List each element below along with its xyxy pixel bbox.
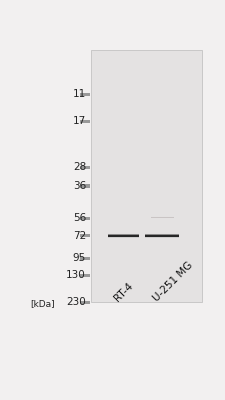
Text: 72: 72	[72, 231, 86, 241]
Text: 130: 130	[66, 270, 86, 280]
Text: 95: 95	[72, 253, 86, 263]
Text: [kDa]: [kDa]	[30, 299, 54, 308]
Text: 230: 230	[66, 297, 86, 307]
Bar	[80, 93, 90, 96]
Text: RT-4: RT-4	[112, 281, 134, 304]
FancyBboxPatch shape	[91, 50, 201, 302]
Text: 36: 36	[72, 181, 86, 191]
Bar	[80, 234, 90, 238]
Text: 56: 56	[72, 213, 86, 223]
Bar	[80, 256, 90, 260]
Bar	[80, 120, 90, 123]
Text: U-251 MG: U-251 MG	[151, 260, 194, 304]
Bar	[80, 217, 90, 220]
Text: 11: 11	[72, 89, 86, 99]
Bar	[80, 300, 90, 304]
Text: 28: 28	[72, 162, 86, 172]
Bar	[80, 166, 90, 169]
Text: 17: 17	[72, 116, 86, 126]
Bar	[80, 184, 90, 188]
Bar	[80, 274, 90, 277]
